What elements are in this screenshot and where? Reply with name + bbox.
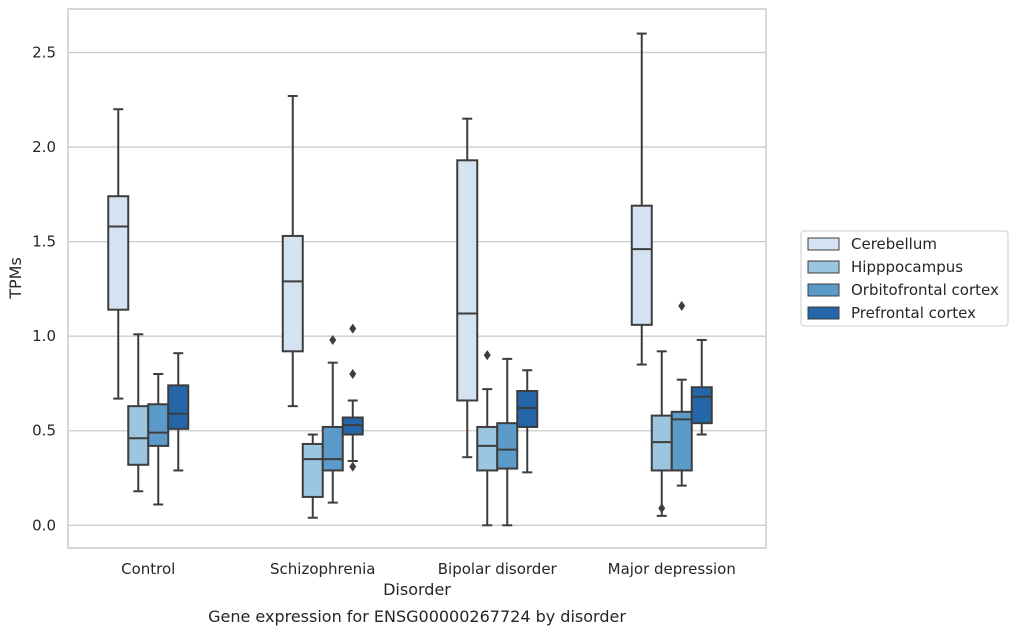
- box-iqr: [630, 204, 653, 326]
- box-cerebellum: [281, 94, 304, 408]
- legend-swatch: [807, 306, 840, 320]
- y-tick-label: 1.5: [32, 233, 56, 251]
- outlier-point: [678, 300, 686, 311]
- legend-label: Prefrontal cortex: [851, 304, 976, 322]
- box-cerebellum: [630, 32, 653, 366]
- box-iqr: [301, 442, 324, 498]
- x-tick-label: Major depression: [608, 560, 736, 578]
- box-orbitofrontal-cortex: [670, 300, 693, 487]
- plot-frame: [67, 8, 767, 549]
- outlier-point: [349, 461, 357, 472]
- y-tick-label: 2.5: [32, 43, 56, 61]
- y-tick-label: 1.0: [32, 327, 56, 345]
- legend-swatch: [807, 260, 840, 274]
- legend-frame: [800, 230, 1009, 327]
- box-iqr: [690, 386, 713, 425]
- x-tick-label: Control: [121, 560, 175, 578]
- box-prefrontal-cortex: [341, 323, 364, 472]
- outlier-point: [349, 323, 357, 334]
- box-iqr: [476, 425, 499, 472]
- box-hipppocampus: [301, 433, 324, 519]
- y-tick-label: 0.0: [32, 516, 56, 534]
- outlier-point: [329, 334, 337, 345]
- y-tick-labels: 0.0 0.5 1.0 1.5 2.0 2.5: [32, 43, 56, 534]
- box-iqr: [147, 403, 170, 447]
- box-cerebellum: [456, 117, 479, 459]
- box-orbitofrontal-cortex: [321, 334, 344, 504]
- box-prefrontal-cortex: [690, 338, 713, 436]
- y-axis-label: TPMs: [6, 257, 25, 300]
- legend-label: Hipppocampus: [851, 258, 963, 276]
- box-iqr: [496, 422, 519, 470]
- x-tick-label: Bipolar disorder: [438, 560, 558, 578]
- outlier-point: [349, 369, 357, 380]
- box-prefrontal-cortex: [516, 369, 539, 474]
- box-iqr: [127, 405, 150, 466]
- chart-caption: Gene expression for ENSG00000267724 by d…: [208, 607, 626, 626]
- grid-layer: [68, 51, 766, 526]
- boxes-layer: [107, 32, 713, 527]
- box-iqr: [167, 384, 190, 430]
- box-cerebellum: [107, 108, 130, 400]
- outlier-point: [658, 503, 666, 514]
- y-tick-label: 2.0: [32, 138, 56, 156]
- box-hipppocampus: [127, 333, 150, 493]
- box-orbitofrontal-cortex: [496, 357, 519, 527]
- x-tick-labels: Control Schizophrenia Bipolar disorder Majo…: [121, 560, 736, 578]
- legend: Cerebellum Hipppocampus Orbitofrontal cort…: [800, 230, 1009, 327]
- legend-swatch: [807, 283, 840, 297]
- box-hipppocampus: [476, 350, 499, 527]
- y-tick-label: 0.5: [32, 422, 56, 440]
- outlier-point: [483, 350, 491, 361]
- box-iqr: [456, 159, 479, 402]
- legend-label: Orbitofrontal cortex: [851, 281, 999, 299]
- legend-label: Cerebellum: [851, 235, 937, 253]
- x-tick-label: Schizophrenia: [270, 560, 375, 578]
- x-axis-label: Disorder: [383, 580, 451, 599]
- box-hipppocampus: [650, 350, 673, 517]
- box-prefrontal-cortex: [167, 352, 190, 472]
- box-iqr: [670, 410, 693, 472]
- legend-items: Cerebellum Hipppocampus Orbitofrontal cort…: [807, 235, 999, 322]
- box-orbitofrontal-cortex: [147, 373, 170, 506]
- box-iqr: [281, 234, 304, 353]
- box-iqr: [321, 425, 344, 472]
- box-iqr: [107, 195, 130, 311]
- legend-swatch: [807, 237, 840, 251]
